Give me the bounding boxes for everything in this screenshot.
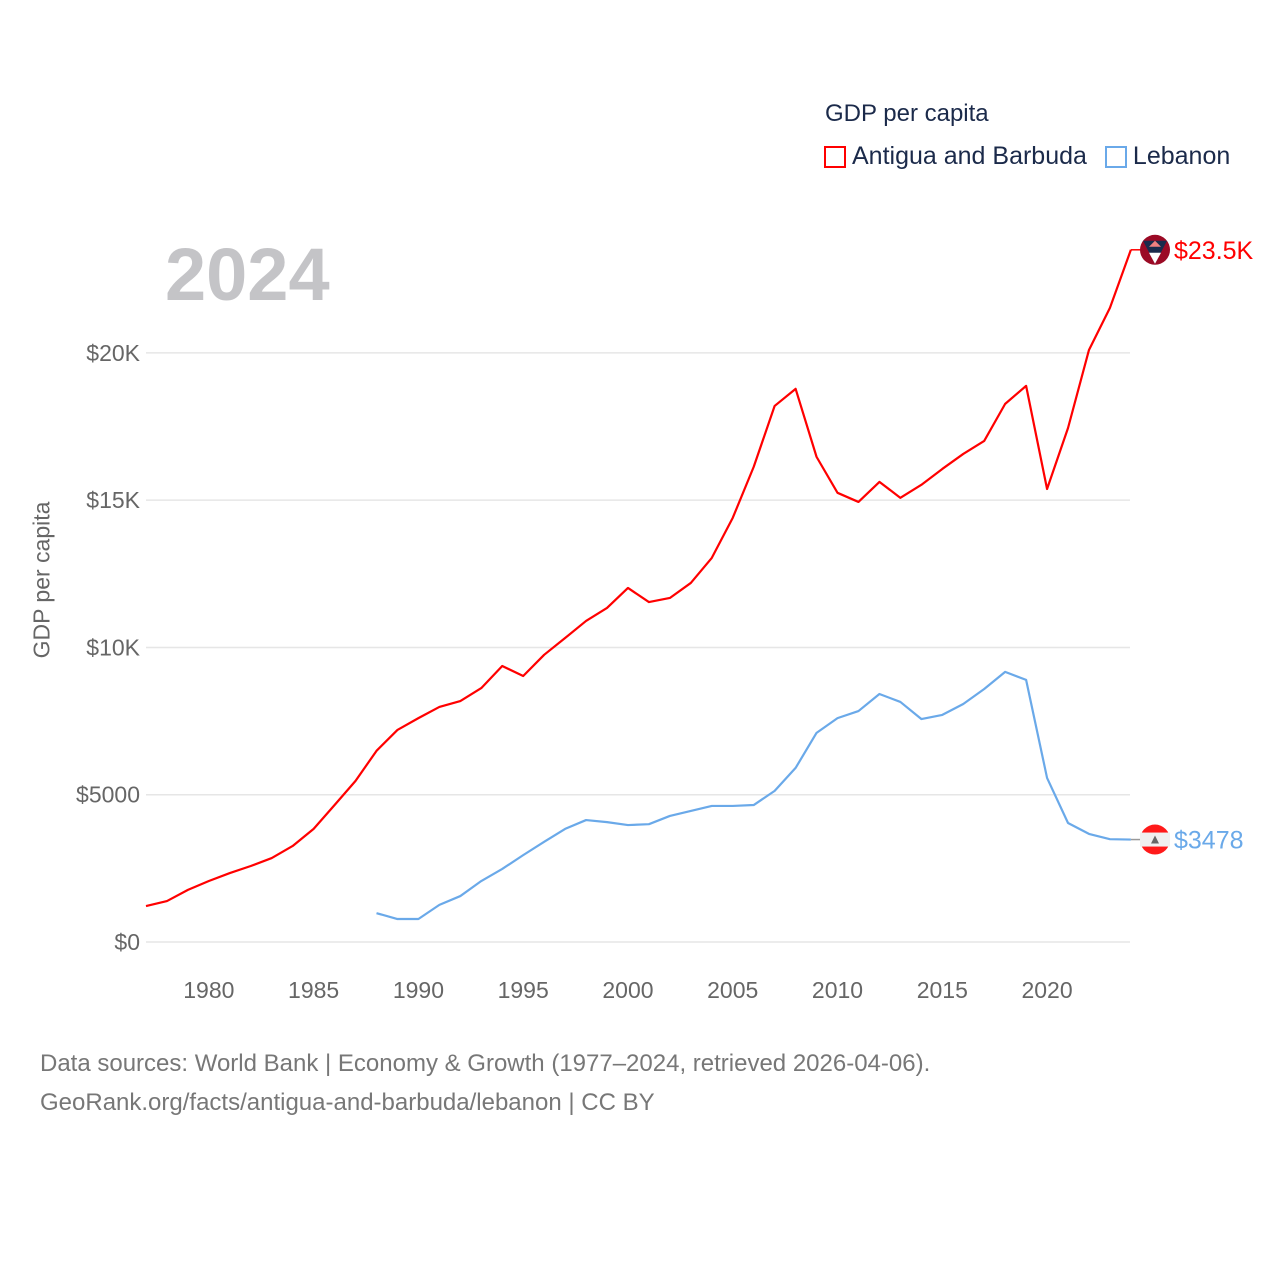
x-tick-label: 2020 [1021, 977, 1072, 1003]
x-tick-label: 2005 [707, 977, 758, 1003]
legend-label: Lebanon [1132, 142, 1231, 170]
end-value-label: $23.5K [1174, 237, 1254, 265]
y-tick-label: $5000 [76, 782, 140, 808]
lebanon-flag-icon [1140, 824, 1170, 855]
legend-item-antigua[interactable]: Antigua and Barbuda [824, 142, 1087, 171]
legend: Antigua and Barbuda Lebanon [824, 142, 1230, 171]
y-tick-label: $15K [86, 487, 140, 513]
legend-swatch-lebanon [1104, 145, 1127, 168]
x-tick-label: 1990 [393, 977, 444, 1003]
y-tick-label: $10K [86, 634, 140, 660]
series-line-antigua [145, 249, 1132, 908]
x-tick-label: 1995 [498, 977, 549, 1003]
source-note: Data sources: World Bank | Economy & Gro… [40, 1044, 930, 1122]
source-line-2[interactable]: GeoRank.org/facts/antigua-and-barbuda/le… [40, 1089, 655, 1116]
x-tick-label: 1985 [288, 977, 339, 1003]
x-tick-label: 2015 [917, 977, 968, 1003]
legend-label: Antigua and Barbuda [852, 142, 1087, 170]
legend-item-lebanon[interactable]: Lebanon [1104, 142, 1231, 171]
flag-sun [1149, 240, 1161, 247]
end-value-label: $3478 [1174, 827, 1244, 855]
x-tick-label: 2000 [602, 977, 653, 1003]
x-tick-label: 1980 [183, 977, 234, 1003]
y-tick-label: $0 [114, 929, 140, 955]
source-line-1: Data sources: World Bank | Economy & Gro… [40, 1050, 931, 1077]
flag-part [1143, 240, 1167, 264]
y-tick-label: $20K [86, 340, 140, 366]
legend-swatch-antigua [824, 145, 846, 168]
x-tick-label: 2010 [812, 977, 863, 1003]
flag-part [1149, 252, 1161, 264]
year-label: 2024 [165, 233, 330, 316]
flag-cedar [1151, 835, 1159, 844]
legend-title: GDP per capita [825, 100, 989, 127]
antigua-flag-icon [1140, 234, 1170, 265]
